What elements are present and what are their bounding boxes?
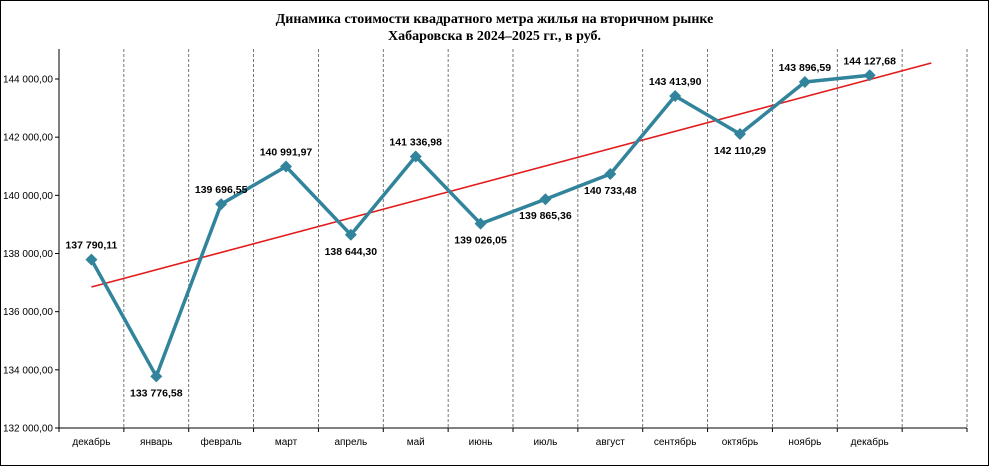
x-tick-label: декабрь: [72, 436, 110, 448]
y-tick-label: 134 000,00: [3, 365, 53, 376]
y-tick-label: 136 000,00: [3, 307, 53, 318]
chart-title: Динамика стоимости квадратного метра жил…: [1, 11, 988, 45]
data-label: 143 896,59: [779, 62, 832, 74]
data-label: 139 696,55: [195, 184, 248, 196]
y-tick-label: 132 000,00: [3, 424, 53, 435]
data-point: [85, 253, 98, 266]
data-point: [215, 198, 228, 211]
data-label: 140 991,97: [260, 146, 313, 158]
data-point: [734, 127, 746, 140]
x-tick-label: октябрь: [722, 436, 759, 448]
data-point: [150, 370, 163, 383]
data-point: [280, 160, 292, 173]
x-tick-label: май: [407, 437, 425, 448]
y-tick-label: 142 000,00: [3, 133, 53, 144]
x-tick-label: март: [275, 437, 298, 448]
data-point: [539, 193, 552, 206]
data-label: 133 776,58: [130, 387, 183, 399]
trendline: [91, 62, 932, 288]
x-tick-label: август: [596, 437, 625, 448]
x-tick-label: апрель: [334, 437, 367, 448]
data-point: [798, 76, 811, 89]
data-point: [409, 150, 422, 163]
x-tick-label: декабрь: [851, 436, 889, 448]
x-tick-label: июнь: [469, 437, 493, 448]
y-tick-label: 138 000,00: [3, 249, 53, 260]
chart-title-line-2: Хабаровска в 2024–2025 гг., в руб.: [387, 29, 602, 44]
data-label: 139 026,05: [454, 235, 507, 247]
data-point: [669, 90, 682, 103]
data-point: [863, 69, 876, 82]
x-tick-label: ноябрь: [788, 436, 821, 448]
data-label: 137 790,11: [65, 240, 117, 252]
x-tick-label: февраль: [201, 436, 242, 448]
data-label: 138 644,30: [325, 246, 378, 258]
data-label: 143 413,90: [649, 76, 702, 88]
data-label: 141 336,98: [389, 136, 442, 148]
data-point: [474, 217, 487, 230]
x-tick-label: январь: [140, 437, 172, 448]
x-tick-label: июль: [533, 437, 557, 448]
data-point: [344, 228, 357, 241]
data-label: 140 733,48: [584, 185, 637, 197]
y-tick-label: 140 000,00: [3, 191, 53, 202]
x-tick-label: сентябрь: [654, 436, 697, 448]
y-tick-label: 144 000,00: [3, 75, 53, 86]
data-label: 144 127,68: [843, 55, 896, 67]
data-point: [604, 168, 617, 181]
data-label: 139 865,36: [519, 210, 572, 222]
data-label: 142 110,29: [714, 145, 766, 157]
chart-title-line-1: Динамика стоимости квадратного метра жил…: [275, 12, 714, 27]
